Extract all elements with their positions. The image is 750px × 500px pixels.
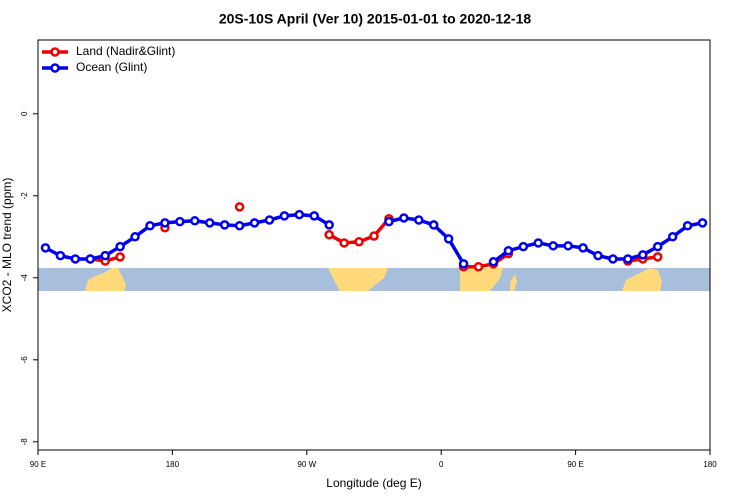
data-point [503, 245, 514, 256]
x-tick-label: 0 [439, 460, 444, 469]
y-axis-label: XCO2 - MLO trend (ppm) [0, 178, 14, 313]
data-point [309, 211, 320, 221]
legend-label: Ocean (Glint) [76, 60, 147, 74]
data-point [667, 232, 678, 242]
x-tick-label: 90 W [297, 460, 316, 469]
data-point [85, 254, 96, 264]
legend-label: Land (Nadir&Glint) [76, 44, 175, 58]
data-point [428, 220, 439, 230]
data-point [234, 202, 245, 212]
data-point [70, 254, 81, 264]
x-tick-label: 90 E [30, 460, 46, 469]
data-point [175, 216, 185, 227]
data-point [518, 241, 529, 252]
data-point [204, 218, 215, 228]
data-point [324, 220, 334, 230]
legend: Land (Nadir&Glint) Ocean (Glint) [42, 44, 175, 74]
x-axis-label: Longitude (deg E) [326, 476, 421, 490]
data-point [324, 230, 334, 240]
data-point [249, 218, 260, 228]
data-point [339, 238, 349, 248]
data-point [234, 220, 245, 231]
data-point [55, 250, 66, 261]
data-point [608, 254, 618, 264]
data-point [652, 252, 663, 262]
series-line [90, 217, 658, 269]
data-point [563, 241, 573, 251]
data-point [145, 220, 155, 231]
data-point [115, 252, 125, 262]
x-tick-label: 180 [703, 460, 717, 469]
data-point [458, 259, 469, 269]
land-shape [85, 268, 126, 291]
data-point [697, 218, 708, 228]
data-point [682, 220, 693, 231]
data-point [130, 232, 140, 242]
data-point [414, 215, 424, 225]
data-point [443, 234, 454, 244]
data-point [279, 211, 290, 221]
data-point [533, 238, 544, 248]
data-point [40, 243, 51, 253]
land-shape [510, 274, 517, 291]
data-point [219, 220, 230, 230]
data-point [548, 241, 558, 251]
y-tick-label: -2 [20, 192, 29, 200]
data-point [264, 215, 275, 225]
data-point [369, 231, 379, 241]
x-tick-label: 180 [166, 460, 180, 469]
data-point [473, 261, 484, 272]
y-tick-label: -8 [20, 438, 29, 446]
data-point [593, 250, 603, 261]
land-shape [328, 268, 388, 291]
land-shape [622, 268, 662, 291]
y-tick-label: -6 [20, 356, 29, 364]
data-point [638, 250, 648, 260]
data-point [399, 213, 409, 223]
data-point [488, 257, 499, 267]
land-shape [460, 268, 503, 291]
legend-marker [50, 63, 60, 73]
data-point [354, 236, 364, 247]
y-tick-label: -4 [20, 274, 29, 282]
data-point [294, 209, 305, 220]
y-tick-label: 0 [20, 111, 29, 116]
data-point [384, 216, 394, 227]
data-point [100, 250, 110, 261]
plot-frame [37, 39, 711, 451]
data-point [115, 241, 125, 252]
data-point [623, 254, 633, 264]
legend-marker [50, 47, 60, 57]
data-point [160, 218, 170, 228]
data-point [652, 241, 663, 252]
map-strip [38, 268, 710, 291]
data-point [578, 243, 588, 253]
x-tick-label: 90 E [567, 460, 583, 469]
data-point [190, 216, 200, 226]
chart-title: 20S-10S April (Ver 10) 2015-01-01 to 202… [219, 11, 532, 27]
